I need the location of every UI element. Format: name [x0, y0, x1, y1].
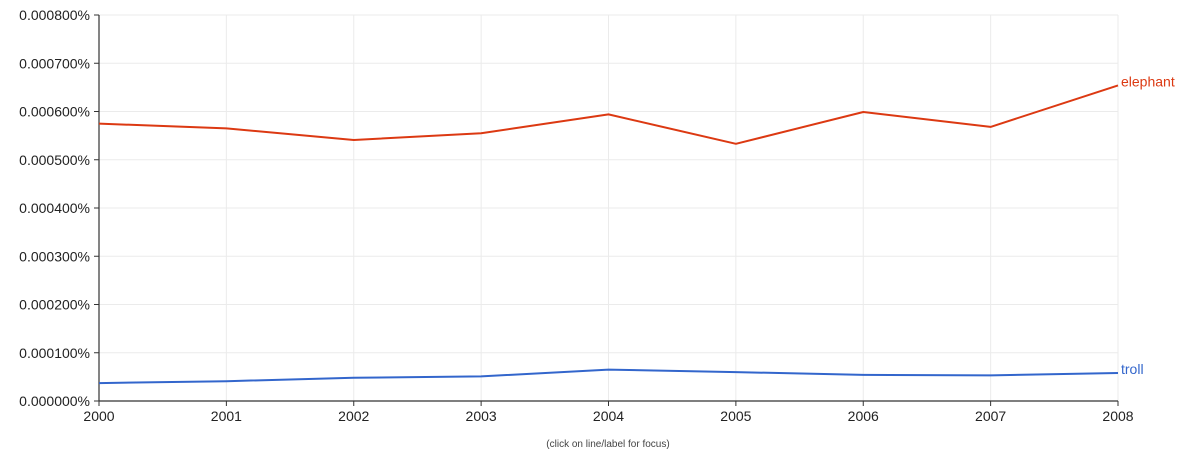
data-point-troll[interactable] — [988, 372, 994, 378]
x-tick-label: 2005 — [720, 408, 751, 424]
data-point-elephant[interactable] — [733, 141, 739, 147]
data-point-troll[interactable] — [733, 369, 739, 375]
data-point-troll[interactable] — [96, 380, 102, 386]
series-group: elephant troll — [96, 73, 1175, 386]
x-tick-label: 2004 — [593, 408, 624, 424]
x-tick-label: 2007 — [975, 408, 1006, 424]
y-tick-label: 0.000800% — [19, 7, 90, 23]
data-point-elephant[interactable] — [606, 111, 612, 117]
series-label-troll[interactable]: troll — [1121, 361, 1144, 377]
x-tick-label: 2001 — [211, 408, 242, 424]
y-tick-label: 0.000000% — [19, 393, 90, 409]
x-tick-label: 2003 — [466, 408, 497, 424]
data-point-elephant[interactable] — [478, 130, 484, 136]
axes — [94, 14, 1119, 406]
data-point-troll[interactable] — [478, 373, 484, 379]
series-line-troll[interactable] — [98, 368, 1119, 385]
x-tick-label: 2006 — [848, 408, 879, 424]
x-axis-ticks: 2000 2001 2002 2003 2004 2005 2006 2007 2008 — [83, 408, 1133, 424]
focus-hint: (click on line/label for focus) — [546, 439, 669, 450]
data-point-troll[interactable] — [860, 372, 866, 378]
y-tick-label: 0.000400% — [19, 200, 90, 216]
series-line-elephant[interactable] — [98, 84, 1119, 145]
x-tick-label: 2008 — [1102, 408, 1133, 424]
data-point-elephant[interactable] — [860, 109, 866, 115]
data-point-elephant[interactable] — [351, 137, 357, 143]
y-tick-label: 0.000100% — [19, 345, 90, 361]
data-point-elephant[interactable] — [988, 124, 994, 130]
x-tick-label: 2000 — [83, 408, 114, 424]
data-point-troll[interactable] — [223, 378, 229, 384]
data-point-elephant[interactable] — [223, 125, 229, 131]
series-label-elephant[interactable]: elephant — [1121, 73, 1175, 89]
data-point-troll[interactable] — [351, 375, 357, 381]
data-point-troll[interactable] — [606, 367, 612, 373]
y-tick-label: 0.000700% — [19, 55, 90, 71]
y-tick-label: 0.000200% — [19, 297, 90, 313]
y-tick-label: 0.000300% — [19, 248, 90, 264]
gridlines — [98, 14, 1119, 402]
x-tick-label: 2002 — [338, 408, 369, 424]
data-point-elephant[interactable] — [96, 121, 102, 127]
y-tick-label: 0.000600% — [19, 104, 90, 120]
y-tick-label: 0.000500% — [19, 152, 90, 168]
y-axis-ticks: 0.000000% 0.000100% 0.000200% 0.000300% 0.00… — [19, 7, 90, 409]
